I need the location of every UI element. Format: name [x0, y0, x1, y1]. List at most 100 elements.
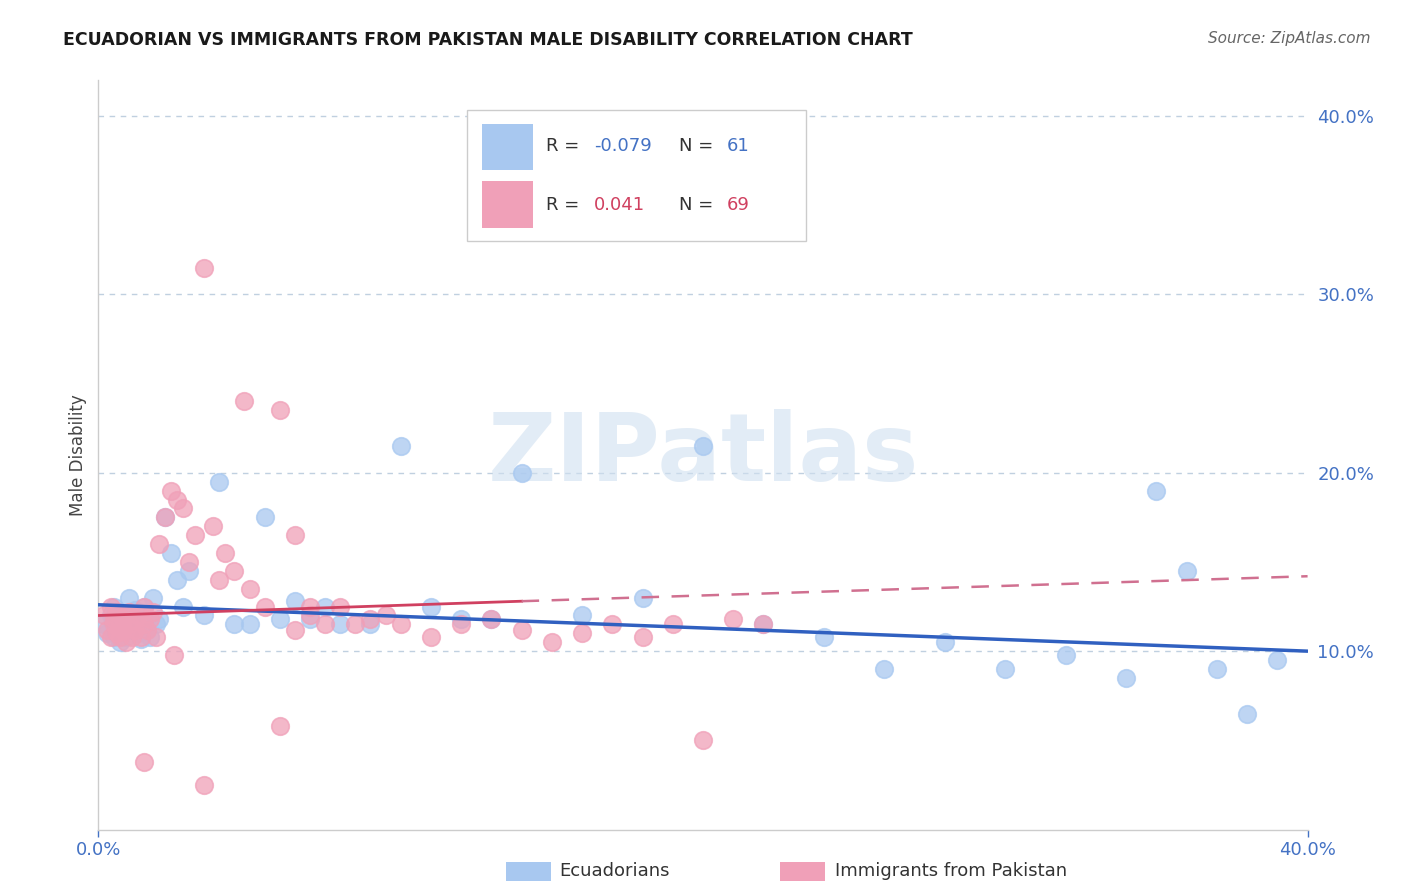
Point [1144, 483, 1167, 498]
Text: Source: ZipAtlas.com: Source: ZipAtlas.com [1208, 31, 1371, 46]
Text: 0.041: 0.041 [595, 195, 645, 214]
Point [389, 617, 412, 632]
Point [1267, 653, 1289, 667]
Point [124, 612, 146, 626]
Text: -0.079: -0.079 [595, 137, 652, 155]
Point [1175, 564, 1198, 578]
Point [172, 599, 194, 614]
Point [631, 630, 654, 644]
Point [160, 483, 183, 498]
Text: 69: 69 [727, 195, 749, 214]
Point [111, 615, 134, 630]
Point [360, 612, 382, 626]
Point [132, 599, 155, 614]
Point [103, 599, 125, 614]
Point [124, 612, 146, 626]
Point [129, 632, 152, 646]
Point [299, 612, 322, 626]
Point [253, 510, 276, 524]
Point [1054, 648, 1077, 662]
FancyBboxPatch shape [482, 124, 533, 170]
Text: 61: 61 [727, 137, 749, 155]
Point [111, 612, 134, 626]
Point [118, 617, 141, 632]
Point [374, 608, 396, 623]
Point [994, 662, 1017, 676]
Point [124, 623, 146, 637]
Point [284, 528, 307, 542]
Point [108, 630, 131, 644]
Point [571, 608, 593, 623]
Point [127, 626, 149, 640]
Text: ZIPatlas: ZIPatlas [488, 409, 918, 501]
Point [631, 591, 654, 605]
Point [127, 608, 149, 623]
Point [602, 617, 624, 632]
Point [103, 617, 125, 632]
Point [481, 612, 503, 626]
Point [100, 599, 122, 614]
Point [172, 501, 194, 516]
Text: Ecuadorians: Ecuadorians [560, 863, 671, 880]
FancyBboxPatch shape [467, 111, 806, 242]
Point [389, 439, 412, 453]
Point [329, 599, 352, 614]
Point [105, 626, 128, 640]
Point [193, 260, 215, 275]
Point [118, 605, 141, 619]
Point [571, 626, 593, 640]
Point [135, 623, 157, 637]
Point [145, 617, 167, 632]
Point [193, 608, 215, 623]
Point [752, 617, 775, 632]
Point [160, 546, 183, 560]
Point [148, 537, 170, 551]
Point [224, 617, 246, 632]
Point [139, 612, 162, 626]
Point [1236, 706, 1258, 721]
Point [121, 630, 143, 644]
Point [142, 605, 165, 619]
Point [299, 608, 322, 623]
Point [1206, 662, 1229, 676]
Point [118, 617, 141, 632]
Point [450, 617, 472, 632]
Point [163, 648, 186, 662]
Point [108, 605, 131, 619]
Point [132, 599, 155, 614]
Point [114, 608, 136, 623]
Point [214, 546, 236, 560]
Point [813, 630, 835, 644]
Point [114, 630, 136, 644]
Point [145, 630, 167, 644]
Point [360, 617, 382, 632]
Point [108, 617, 131, 632]
Point [510, 466, 533, 480]
Point [153, 510, 176, 524]
Point [93, 617, 115, 632]
Point [93, 608, 115, 623]
Point [540, 635, 562, 649]
Text: R =: R = [546, 195, 585, 214]
Text: R =: R = [546, 137, 585, 155]
Point [96, 626, 118, 640]
Point [135, 623, 157, 637]
Point [124, 603, 146, 617]
Point [510, 623, 533, 637]
Point [314, 617, 336, 632]
Point [179, 555, 201, 569]
Point [129, 630, 152, 644]
Point [202, 519, 225, 533]
Point [314, 599, 336, 614]
Point [184, 528, 207, 542]
Point [224, 564, 246, 578]
Point [934, 635, 956, 649]
Point [1115, 671, 1137, 685]
Point [269, 612, 291, 626]
Point [420, 630, 443, 644]
Text: N =: N = [679, 195, 718, 214]
Point [153, 510, 176, 524]
Point [132, 617, 155, 632]
Point [100, 630, 122, 644]
Point [166, 573, 188, 587]
